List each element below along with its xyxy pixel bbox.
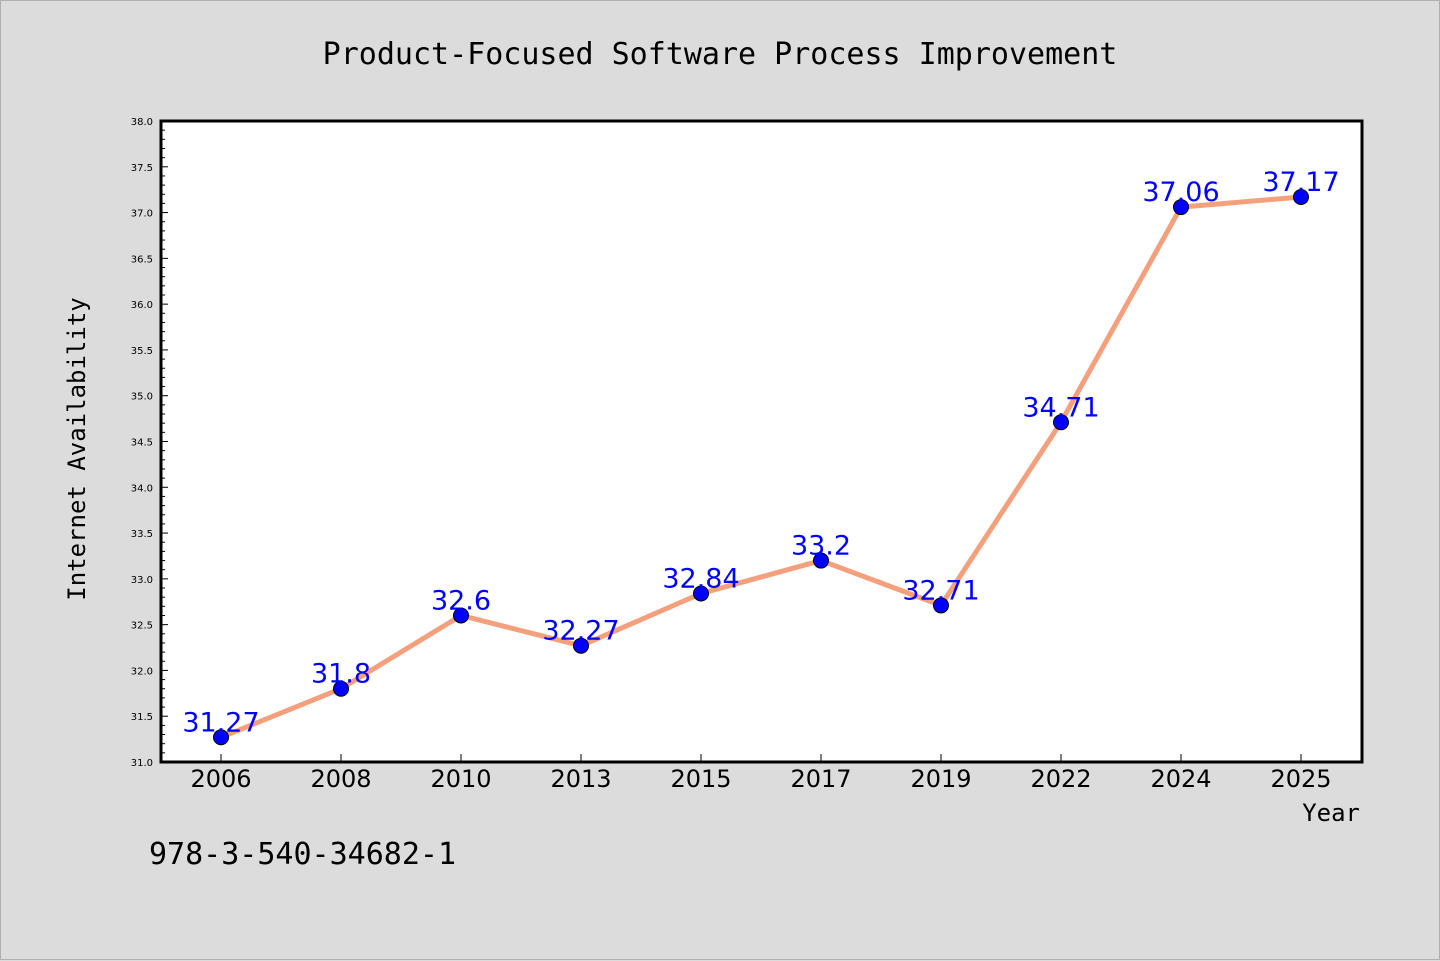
x-tick-label: 2010 (430, 765, 491, 793)
data-point (1173, 199, 1189, 216)
y-tick-label: 34.5 (131, 438, 153, 449)
isbn-text: 978-3-540-34682-1 (149, 837, 456, 872)
data-label: 32.6 (431, 585, 491, 616)
x-tick-label: 2019 (910, 765, 971, 793)
series-line-group (218, 194, 1304, 740)
data-label: 33.2 (791, 531, 851, 562)
x-tick-label: 2024 (1150, 765, 1211, 793)
x-tick-label: 2015 (670, 765, 731, 793)
data-label: 32.27 (542, 616, 619, 647)
x-tick-label: 2013 (550, 765, 611, 793)
y-tick-label: 38.0 (131, 117, 153, 128)
data-point (693, 585, 709, 602)
x-tick-label: 2022 (1030, 765, 1091, 793)
data-label: 37.06 (1142, 177, 1219, 208)
x-tick-label: 2025 (1270, 765, 1331, 793)
y-tick-label: 37.0 (131, 209, 153, 220)
y-tick-label: 35.5 (131, 346, 153, 357)
series-line (218, 194, 1304, 740)
markers-group (213, 189, 1309, 746)
plot-area (159, 119, 1364, 764)
data-label: 31.27 (182, 707, 259, 738)
data-label: 32.84 (662, 564, 739, 595)
x-tick-label: 2008 (310, 765, 371, 793)
x-axis-title: Year (1302, 799, 1360, 827)
y-tick-label: 33.0 (131, 575, 153, 586)
data-point (1293, 189, 1309, 206)
y-axis: 31.0 31.5 32.0 32.5 33.0 33.5 34.0 34.5 35.0 35.5… (131, 117, 168, 769)
data-point (213, 729, 229, 746)
data-labels-group: 31.27 31.8 32.6 32.27 32.84 33.2 32.71 34.71 37.… (182, 167, 1339, 738)
x-axis: 2006 2008 2010 2013 2015 2017 2019 2022 2024 2025 (190, 754, 1332, 793)
y-axis-title: Internet Availability (63, 297, 91, 600)
data-label: 31.8 (311, 659, 371, 690)
data-point (933, 597, 949, 614)
chart-title: Product-Focused Software Process Improve… (323, 37, 1118, 72)
data-label: 37.17 (1262, 167, 1339, 198)
data-point (333, 680, 349, 697)
y-tick-label: 34.0 (131, 483, 153, 494)
data-point (1053, 414, 1069, 431)
data-label: 34.71 (1022, 392, 1099, 423)
data-point (453, 607, 469, 624)
y-tick-label: 35.0 (131, 392, 153, 403)
y-tick-label: 32.5 (131, 621, 153, 632)
y-tick-label: 36.0 (131, 300, 153, 311)
y-tick-label: 31.0 (131, 758, 153, 769)
x-tick-label: 2006 (190, 765, 251, 793)
y-tick-label: 31.5 (131, 712, 153, 723)
data-label: 32.71 (902, 575, 979, 606)
data-point (573, 637, 589, 654)
y-tick-label: 37.5 (131, 163, 153, 174)
y-tick-label: 36.5 (131, 254, 153, 265)
y-tick-label: 32.0 (131, 666, 153, 677)
data-point (813, 552, 829, 569)
x-tick-label: 2017 (790, 765, 851, 793)
y-tick-label: 33.5 (131, 529, 153, 540)
